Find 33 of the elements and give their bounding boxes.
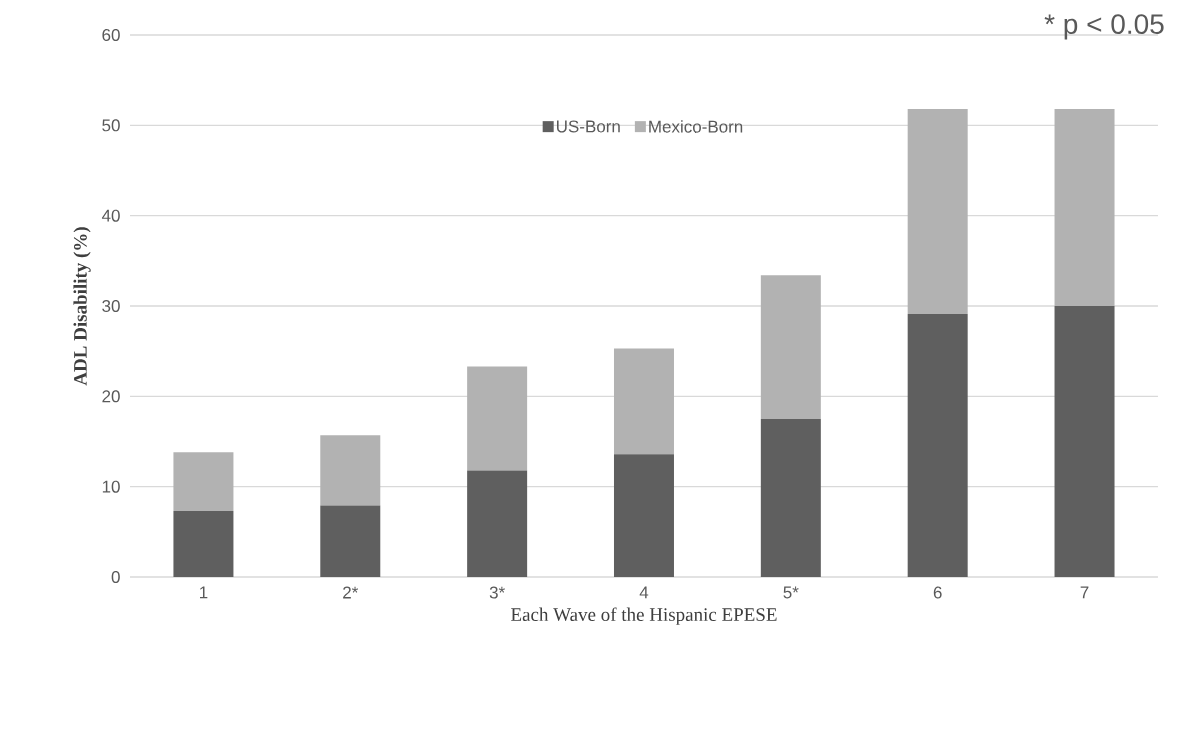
- bar: [1054, 109, 1115, 306]
- bar: [320, 435, 381, 506]
- y-tick-label: 60: [102, 28, 120, 42]
- bar: [173, 452, 234, 512]
- x-tick-label: 1: [200, 586, 208, 599]
- y-axis-title: ADL Disability (%): [73, 227, 91, 386]
- legend-label: Mexico-Born: [649, 120, 743, 133]
- y-tick-label: 20: [102, 390, 120, 403]
- x-axis-title: Each Wave of the Hispanic EPESE: [511, 607, 777, 625]
- x-tick-label: 4: [639, 586, 649, 599]
- bar: [320, 505, 381, 577]
- bar: [760, 275, 821, 419]
- bar: [613, 348, 674, 455]
- bar: [467, 366, 528, 471]
- x-tick-label: 6: [933, 586, 942, 599]
- y-tick-label: 50: [102, 119, 120, 132]
- bar: [467, 470, 528, 577]
- bar: [173, 511, 234, 577]
- x-tick-label: 2*: [343, 586, 359, 599]
- bar: [613, 454, 674, 577]
- bar: [907, 109, 968, 315]
- legend-label: US-Born: [557, 120, 620, 133]
- bar: [760, 418, 821, 577]
- x-tick-label: 5*: [783, 586, 799, 599]
- bar: [907, 314, 968, 577]
- x-tick-label: 3*: [489, 586, 505, 599]
- annotation: * p < 0.05: [1044, 14, 1164, 40]
- y-tick-label: 40: [101, 209, 120, 222]
- x-tick-label: 7: [1080, 586, 1089, 599]
- y-tick-label: 10: [102, 480, 120, 493]
- bar: [1054, 305, 1115, 577]
- y-tick-label: 0: [111, 570, 120, 584]
- y-tick-label: 30: [102, 299, 120, 313]
